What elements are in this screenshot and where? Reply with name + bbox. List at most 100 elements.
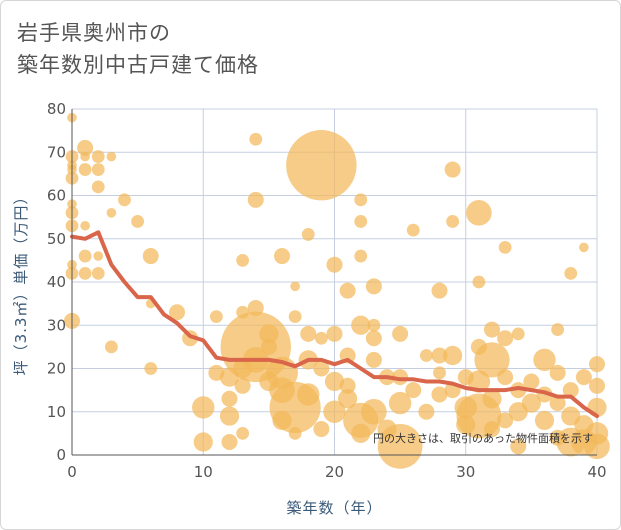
data-bubble [209, 310, 223, 323]
data-bubble [274, 248, 290, 265]
trend-line [70, 230, 599, 419]
data-bubble [351, 423, 371, 443]
x-tick-label: 10 [194, 463, 213, 481]
chart-title: 岩手県奥州市の 築年数別中古戸建て価格 [17, 17, 259, 81]
data-bubble [93, 251, 104, 261]
data-bubble [259, 324, 279, 344]
data-bubble [286, 130, 357, 201]
data-bubble [510, 438, 527, 455]
data-bubble [484, 321, 500, 338]
data-bubble [589, 356, 605, 373]
data-bubble [169, 304, 185, 321]
data-bubble [354, 193, 368, 207]
axes [71, 109, 597, 456]
data-bubble [367, 318, 381, 332]
data-bubble [549, 364, 566, 381]
data-bubble [219, 406, 240, 426]
data-bubble [466, 200, 492, 226]
data-bubble [91, 266, 105, 280]
y-tick-label: 0 [56, 446, 66, 464]
data-bubble [365, 330, 382, 347]
data-bubble [106, 208, 117, 218]
data-bubble [534, 410, 555, 430]
data-bubble [313, 360, 330, 377]
data-bubble [192, 396, 215, 419]
data-bubble [510, 382, 527, 399]
data-bubble [392, 325, 409, 342]
data-bubble [497, 330, 514, 347]
data-bubble [431, 282, 448, 299]
data-bubble [406, 223, 420, 237]
data-bubble [77, 139, 94, 156]
data-bubble [339, 377, 356, 394]
data-bubble [142, 248, 159, 265]
chart-title-line-2: 築年数別中古戸建て価格 [17, 53, 259, 77]
data-bubble [354, 249, 368, 263]
data-bubble [260, 338, 277, 355]
data-bubble [584, 433, 610, 460]
data-bubble [431, 386, 448, 403]
data-bubble [549, 395, 566, 412]
data-bubble [377, 423, 423, 469]
data-bubble [523, 373, 540, 390]
data-bubble [144, 362, 158, 375]
data-bubble [467, 370, 491, 393]
y-tick-label: 60 [47, 187, 66, 205]
data-bubble [234, 377, 251, 394]
data-bubble [106, 151, 117, 162]
y-tick-label: 70 [47, 143, 66, 161]
data-bubble [91, 163, 105, 176]
data-bubble [497, 412, 514, 429]
data-bubble [551, 323, 565, 336]
data-bubble [290, 281, 300, 292]
y-tick-label: 50 [47, 230, 66, 248]
data-bubble [444, 161, 461, 178]
data-bubble [419, 349, 433, 362]
y-tick-label: 20 [47, 360, 66, 378]
data-bubble [288, 426, 302, 440]
data-bubble [365, 278, 382, 295]
data-bubble [80, 151, 90, 162]
data-bubble [482, 389, 502, 409]
chart-title-line-1: 岩手県奥州市の [17, 21, 171, 45]
bubble-series [64, 112, 610, 469]
data-bubble [472, 275, 486, 289]
data-bubble [131, 215, 145, 228]
data-bubble [236, 253, 250, 267]
data-bubble [511, 327, 525, 341]
data-bubble [365, 351, 382, 368]
data-bubble [533, 348, 556, 372]
data-bubble [474, 342, 510, 378]
data-bubble [446, 215, 460, 228]
data-bubble [236, 426, 250, 440]
data-bubble [562, 382, 579, 399]
data-bubble [249, 132, 263, 146]
data-bubble [521, 393, 541, 413]
x-axis-label: 築年数（年） [286, 499, 382, 517]
data-bubble [300, 325, 317, 342]
data-bubble [351, 315, 371, 335]
data-bubble [388, 391, 412, 415]
data-bubble [564, 266, 578, 280]
data-bubble [80, 220, 90, 231]
data-bubble [78, 163, 92, 176]
data-bubble [433, 366, 446, 380]
data-bubble [104, 340, 118, 354]
data-bubble [288, 310, 302, 323]
data-bubble [338, 389, 358, 409]
data-bubble [91, 150, 105, 163]
data-bubble [78, 266, 92, 280]
data-bubble [339, 282, 356, 299]
bubble-size-note: 円の大きさは、取引のあった物件面積を示す [373, 431, 593, 445]
data-bubble [193, 432, 213, 452]
data-bubble [498, 241, 512, 254]
data-bubble [443, 345, 463, 366]
data-bubble [575, 369, 592, 386]
y-tick-label: 10 [47, 403, 66, 421]
data-bubble [297, 383, 320, 406]
data-bubble [314, 331, 328, 345]
y-tick-label: 80 [47, 100, 66, 118]
data-bubble [579, 242, 589, 253]
